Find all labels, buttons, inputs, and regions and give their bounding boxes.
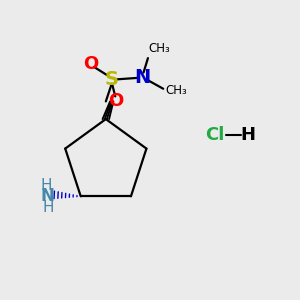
Text: CH₃: CH₃ (165, 84, 187, 97)
Text: S: S (105, 70, 119, 89)
Text: Cl: Cl (205, 126, 224, 144)
Text: O: O (83, 55, 98, 73)
Text: H: H (42, 200, 53, 215)
Text: N: N (134, 68, 151, 87)
Text: H: H (240, 126, 255, 144)
Text: O: O (108, 92, 123, 110)
Text: N: N (41, 187, 55, 205)
Text: CH₃: CH₃ (148, 42, 170, 55)
Text: H: H (40, 178, 52, 193)
